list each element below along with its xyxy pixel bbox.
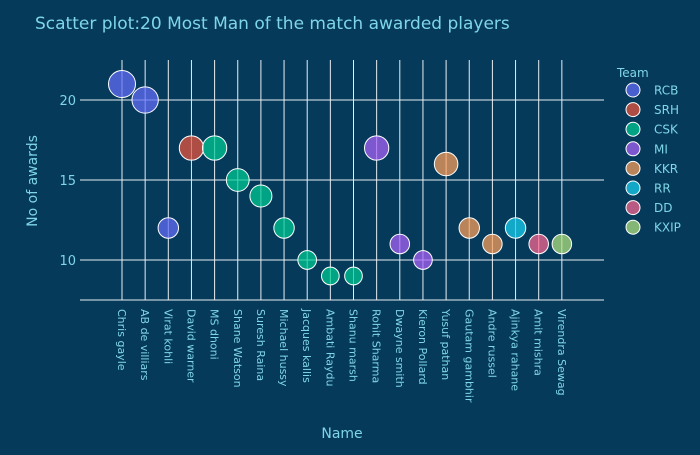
legend-item-rr[interactable]: RR	[625, 180, 671, 196]
x-tick-label: Virendra Sewag	[555, 309, 568, 396]
data-point-kkr	[433, 151, 459, 177]
data-point-rr	[504, 217, 527, 239]
x-tick-label: Virat kohli	[161, 309, 174, 364]
y-axis-label: No of awards	[25, 135, 41, 227]
legend-label: CSK	[654, 123, 679, 137]
data-point-kxip	[551, 233, 573, 255]
data-point-srh	[178, 135, 205, 161]
data-point-csk	[273, 217, 295, 239]
data-point-rcb	[131, 86, 159, 114]
legend-marker	[625, 200, 641, 216]
data-points	[108, 70, 573, 286]
data-point-csk	[249, 184, 273, 208]
data-point-rcb	[108, 70, 136, 98]
x-axis-label: Name	[321, 426, 362, 442]
x-tick-label: Yusuf pathan	[439, 308, 452, 380]
data-point-csk	[344, 266, 363, 286]
y-tick-label: 15	[59, 174, 76, 189]
grid	[80, 60, 604, 301]
x-tick-label: Kieron Pollard	[416, 309, 429, 385]
data-point-kkr	[482, 233, 503, 255]
x-tick-label: Gautam gambhir	[462, 309, 475, 403]
x-tick-label: Andre russel	[485, 309, 498, 378]
legend-item-mi[interactable]: MI	[625, 141, 668, 157]
y-tick-labels: 10 15 20	[59, 94, 76, 269]
legend-items: RCB SRH CSK MI KKR RR DD KXIP	[625, 82, 681, 235]
legend-marker	[625, 121, 641, 137]
legend-marker	[625, 82, 641, 98]
y-tick-label: 10	[59, 254, 76, 269]
legend-marker	[625, 219, 641, 235]
data-point-kkr	[458, 217, 480, 239]
legend-label: KKR	[654, 162, 678, 176]
x-tick-label: Jacques kallis	[300, 308, 313, 383]
x-tick-label: Rohit Sharma	[370, 309, 383, 383]
data-point-csk	[297, 250, 318, 270]
y-tick-label: 20	[59, 94, 76, 109]
data-point-mi	[389, 233, 411, 255]
data-point-dd	[528, 233, 549, 255]
chart-title: Scatter plot:20 Most Man of the match aw…	[35, 14, 510, 34]
x-tick-label: Dwayne smith	[393, 309, 406, 388]
x-tick-label: Suresh Raina	[254, 309, 267, 381]
legend-label: RR	[654, 182, 671, 196]
x-tick-label: Shane Watson	[231, 309, 244, 388]
legend: Team RCB SRH CSK MI KKR RR DD KXIP	[616, 66, 681, 235]
legend-item-csk[interactable]: CSK	[625, 121, 679, 137]
data-point-csk	[225, 168, 250, 192]
legend-item-rcb[interactable]: RCB	[625, 82, 678, 98]
legend-marker	[625, 141, 641, 157]
legend-label: SRH	[654, 103, 679, 117]
data-point-csk	[201, 135, 228, 161]
legend-item-kkr[interactable]: KKR	[625, 160, 678, 176]
legend-item-dd[interactable]: DD	[625, 200, 672, 216]
legend-marker	[625, 180, 641, 196]
x-tick-label: Ajinkya rahane	[509, 309, 522, 391]
x-tick-label: Shanu marsh	[347, 309, 360, 382]
legend-item-kxip[interactable]: KXIP	[625, 219, 681, 235]
legend-label: RCB	[654, 84, 678, 98]
data-point-rcb	[157, 217, 180, 239]
x-tick-label: Ambati Raydu	[323, 309, 336, 386]
x-tick-label: Chris gayle	[115, 309, 128, 371]
legend-marker	[625, 160, 641, 176]
x-tick-labels: Chris gayle AB de villiars Virat kohli Davi…	[115, 308, 568, 403]
x-tick-label: AB de villiars	[138, 309, 151, 381]
legend-label: MI	[654, 142, 668, 156]
legend-label: KXIP	[654, 221, 681, 235]
x-tick-label: David warner	[184, 309, 197, 383]
legend-item-srh[interactable]: SRH	[625, 102, 679, 118]
data-point-mi	[413, 250, 433, 270]
data-point-csk	[321, 266, 340, 286]
legend-label: DD	[654, 201, 672, 215]
legend-marker	[625, 102, 641, 118]
data-point-mi	[364, 135, 390, 161]
x-tick-label: Amit mishra	[532, 309, 545, 376]
x-tick-label: Michael hussy	[277, 309, 290, 387]
legend-title: Team	[616, 66, 649, 80]
x-tick-label: MS dhoni	[208, 309, 221, 360]
